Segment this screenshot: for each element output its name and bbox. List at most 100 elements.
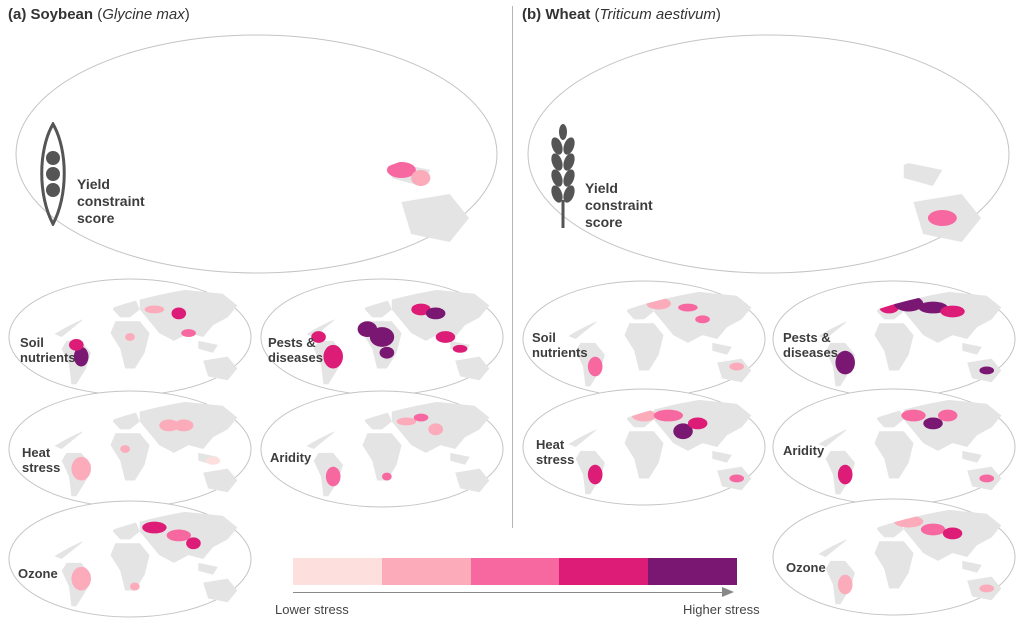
panel-a-crop: Soybean xyxy=(30,6,94,23)
stress-patch xyxy=(901,409,926,422)
stress-patch xyxy=(920,523,946,536)
landmass xyxy=(110,321,150,369)
stress-patch xyxy=(587,356,603,377)
stress-patch xyxy=(171,307,187,320)
label-a-soil: Soil nutrients xyxy=(20,335,76,365)
landmass xyxy=(198,340,218,353)
panel-b-crop: Wheat xyxy=(545,6,591,23)
legend-low-label: Lower stress xyxy=(275,602,349,617)
stress-patch xyxy=(413,413,429,422)
soybean-pod-icon xyxy=(40,122,66,226)
stress-patch xyxy=(835,350,855,375)
panel-b-latin: Triticum aestivum xyxy=(599,6,716,23)
stress-patch xyxy=(425,307,446,320)
stress-patch xyxy=(379,346,395,359)
map-outline xyxy=(15,34,498,274)
stress-patch xyxy=(452,344,468,353)
map-b-ozone xyxy=(772,498,1016,616)
stress-patch xyxy=(435,331,456,343)
landmass xyxy=(401,194,470,242)
landmass xyxy=(139,289,238,341)
stress-patch xyxy=(411,303,431,316)
label-b-ozone: Ozone xyxy=(786,560,826,575)
wheat-ear-icon xyxy=(551,124,575,228)
stress-patch xyxy=(166,529,191,542)
stress-patch xyxy=(205,456,221,465)
stress-patch xyxy=(673,423,693,440)
landmass xyxy=(874,323,914,371)
landmass xyxy=(455,356,490,381)
legend-swatch-2 xyxy=(381,558,471,585)
landmass xyxy=(450,452,470,465)
stress-patch xyxy=(323,344,343,369)
landmass xyxy=(455,468,490,493)
stress-patch xyxy=(979,366,995,375)
stress-patch xyxy=(173,419,194,432)
stress-patch xyxy=(942,527,963,540)
stress-patch xyxy=(653,409,684,422)
legend-arrow-head xyxy=(722,587,734,597)
map-outline xyxy=(527,34,1010,274)
map-a-yield xyxy=(15,34,498,274)
stress-patch xyxy=(695,315,710,324)
legend-swatch-5 xyxy=(648,558,737,585)
map-a-ozone xyxy=(8,500,252,618)
stress-patch xyxy=(130,582,140,591)
stress-patch xyxy=(71,456,91,481)
stress-patch xyxy=(396,417,417,426)
stress-patch xyxy=(918,301,948,314)
stress-patch xyxy=(979,474,995,483)
label-b-aridity: Aridity xyxy=(783,443,825,458)
map-a-aridity xyxy=(260,390,504,508)
landmass xyxy=(903,399,1002,451)
stress-patch xyxy=(937,409,958,422)
landmass xyxy=(624,323,664,371)
label-b-heat: Heat stress xyxy=(536,437,575,467)
landmass xyxy=(962,560,982,573)
stress-patch xyxy=(587,464,603,485)
panel-a-title: (a) Soybean (Glycine max) xyxy=(8,6,190,23)
map-b-heat xyxy=(522,388,766,506)
stress-patch xyxy=(71,566,91,591)
stress-patch xyxy=(678,303,698,312)
stress-patch xyxy=(73,346,89,367)
legend-swatch-4 xyxy=(559,558,649,585)
stress-patch xyxy=(186,537,201,550)
stress-patch xyxy=(125,333,135,341)
stress-patch xyxy=(428,423,443,436)
landmass xyxy=(712,342,732,355)
panel-b-title: (b) Wheat (Triticum aestivum) xyxy=(522,6,721,23)
label-b-pests: Pests & diseases xyxy=(783,330,838,360)
landmass xyxy=(874,541,914,589)
stress-patch xyxy=(837,574,853,595)
stress-legend-bar xyxy=(293,558,737,585)
stress-patch xyxy=(159,419,179,432)
landmass xyxy=(903,162,943,186)
legend-swatch-1 xyxy=(293,558,382,585)
stress-patch xyxy=(687,417,708,430)
label-a-pests: Pests & diseases xyxy=(268,335,323,365)
stress-patch xyxy=(142,521,167,534)
landmass xyxy=(624,431,664,479)
label-a-heat: Heat stress xyxy=(22,445,61,475)
panel-a-letter: (a) xyxy=(8,6,27,23)
panel-a-latin: Glycine max xyxy=(102,6,185,23)
landmass xyxy=(962,450,982,463)
landmass xyxy=(203,578,238,603)
stress-patch xyxy=(837,464,853,485)
landmass xyxy=(203,356,238,381)
panel-b-letter: (b) xyxy=(522,6,542,23)
label-a-yield: Yield constraint score xyxy=(77,176,145,226)
stress-patch xyxy=(382,472,392,481)
stress-patch xyxy=(927,210,957,226)
landmass xyxy=(712,450,732,463)
landmass xyxy=(962,342,982,355)
map-a-heat xyxy=(8,390,252,508)
stress-patch xyxy=(369,327,395,347)
label-a-aridity: Aridity xyxy=(270,450,312,465)
landmass xyxy=(198,562,218,575)
stress-patch xyxy=(311,331,326,343)
stress-patch xyxy=(120,445,130,453)
legend-high-label: Higher stress xyxy=(683,602,760,617)
label-a-ozone: Ozone xyxy=(18,566,58,581)
